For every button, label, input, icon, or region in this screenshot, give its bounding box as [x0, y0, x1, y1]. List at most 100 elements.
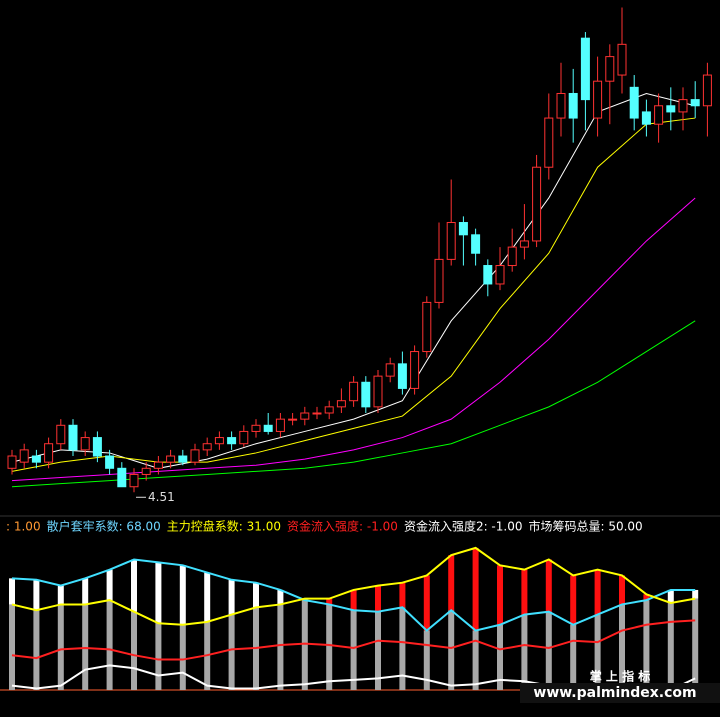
candle-body [117, 467, 127, 488]
signal-bar [9, 578, 15, 605]
indicator-line [11, 558, 696, 632]
signal-bar [667, 589, 674, 603]
candle-body [288, 418, 298, 421]
signal-bar [472, 547, 479, 631]
signal-bar [594, 569, 601, 615]
candle-body [31, 455, 41, 463]
candle-body [702, 74, 712, 107]
gray-bar [350, 610, 357, 690]
candle-body [385, 363, 395, 377]
candle-body [410, 351, 420, 389]
gray-bar [619, 604, 625, 690]
candle-body [300, 412, 310, 420]
candle-body [495, 265, 505, 285]
watermark-bg [520, 683, 720, 703]
moving-average [11, 92, 696, 469]
candle-body [654, 105, 664, 125]
candle-body [275, 418, 285, 432]
candle-body [214, 437, 224, 445]
candle-body [129, 473, 139, 488]
signal-bar [57, 585, 64, 605]
candle-body [422, 301, 432, 353]
candle-body [178, 455, 188, 463]
signal-bar [399, 582, 406, 608]
candle-body [166, 455, 176, 463]
candle-body [471, 234, 481, 254]
signal-bar [253, 582, 259, 608]
gray-bar [375, 611, 381, 690]
signal-bar [33, 579, 40, 611]
candle-body [641, 111, 651, 125]
candle-body [190, 449, 200, 463]
candle-body [56, 424, 66, 445]
candle-body [434, 258, 444, 303]
signal-bar [692, 589, 699, 599]
signal-bar [423, 575, 430, 631]
candle-body [373, 375, 383, 408]
signal-bar [228, 579, 235, 615]
candle-body [666, 105, 676, 113]
candle-body [605, 56, 615, 82]
gray-bar [33, 610, 40, 690]
signal-bar [545, 559, 552, 612]
signal-bar [204, 572, 211, 622]
signal-bar [106, 569, 113, 601]
candle-body [336, 400, 346, 408]
candle-body [202, 443, 212, 451]
candle-body [678, 99, 688, 113]
candle-body [263, 424, 273, 432]
candle-body [446, 222, 456, 260]
candle-body [7, 455, 17, 469]
candle-body [397, 363, 407, 389]
gray-bar [594, 614, 601, 690]
signal-bar [179, 565, 186, 625]
candle-body [544, 117, 554, 168]
signal-bar [326, 598, 333, 605]
gray-bar [301, 600, 308, 690]
gray-bar [57, 604, 64, 690]
indicator-label: 资金流入强度: -1.00 [287, 519, 398, 534]
gray-bar [692, 598, 699, 690]
candle-body [19, 449, 29, 463]
gray-bar [643, 600, 650, 690]
signal-bar [448, 555, 455, 611]
candle-body [580, 37, 590, 101]
candle-body [141, 467, 151, 475]
candle-body [239, 430, 249, 445]
gray-bar [9, 604, 15, 690]
gray-bar [106, 600, 113, 690]
candle-body [519, 240, 529, 248]
gray-bar [667, 603, 674, 690]
gray-bar [228, 614, 235, 690]
candle-body [690, 99, 700, 107]
candle-body [483, 265, 493, 285]
candle-body [617, 43, 627, 76]
gray-bar [131, 611, 137, 690]
gray-bar [521, 614, 528, 690]
candle-body [556, 92, 566, 119]
signal-bar [643, 594, 650, 601]
candle-body [227, 437, 237, 445]
signal-bar [375, 585, 381, 612]
candle-body [44, 443, 54, 463]
candle-body [361, 381, 371, 408]
signal-bar [155, 562, 162, 624]
gray-bar [472, 630, 479, 690]
signal-bar [350, 589, 357, 611]
indicator-line [11, 546, 696, 626]
candle-body [629, 86, 639, 119]
signal-bar [619, 575, 625, 605]
candle-body [324, 406, 334, 414]
candle-body [92, 437, 102, 457]
candle-body [80, 437, 90, 451]
gray-bar [155, 623, 162, 690]
candle-body [507, 246, 517, 267]
indicator-label: : 1.00 [6, 520, 41, 534]
gray-bar [570, 624, 577, 690]
low-label: 4.51 [148, 490, 175, 504]
candle-body [105, 455, 115, 469]
signal-bar [82, 578, 89, 605]
moving-average [11, 117, 696, 472]
gray-bar [497, 624, 503, 690]
